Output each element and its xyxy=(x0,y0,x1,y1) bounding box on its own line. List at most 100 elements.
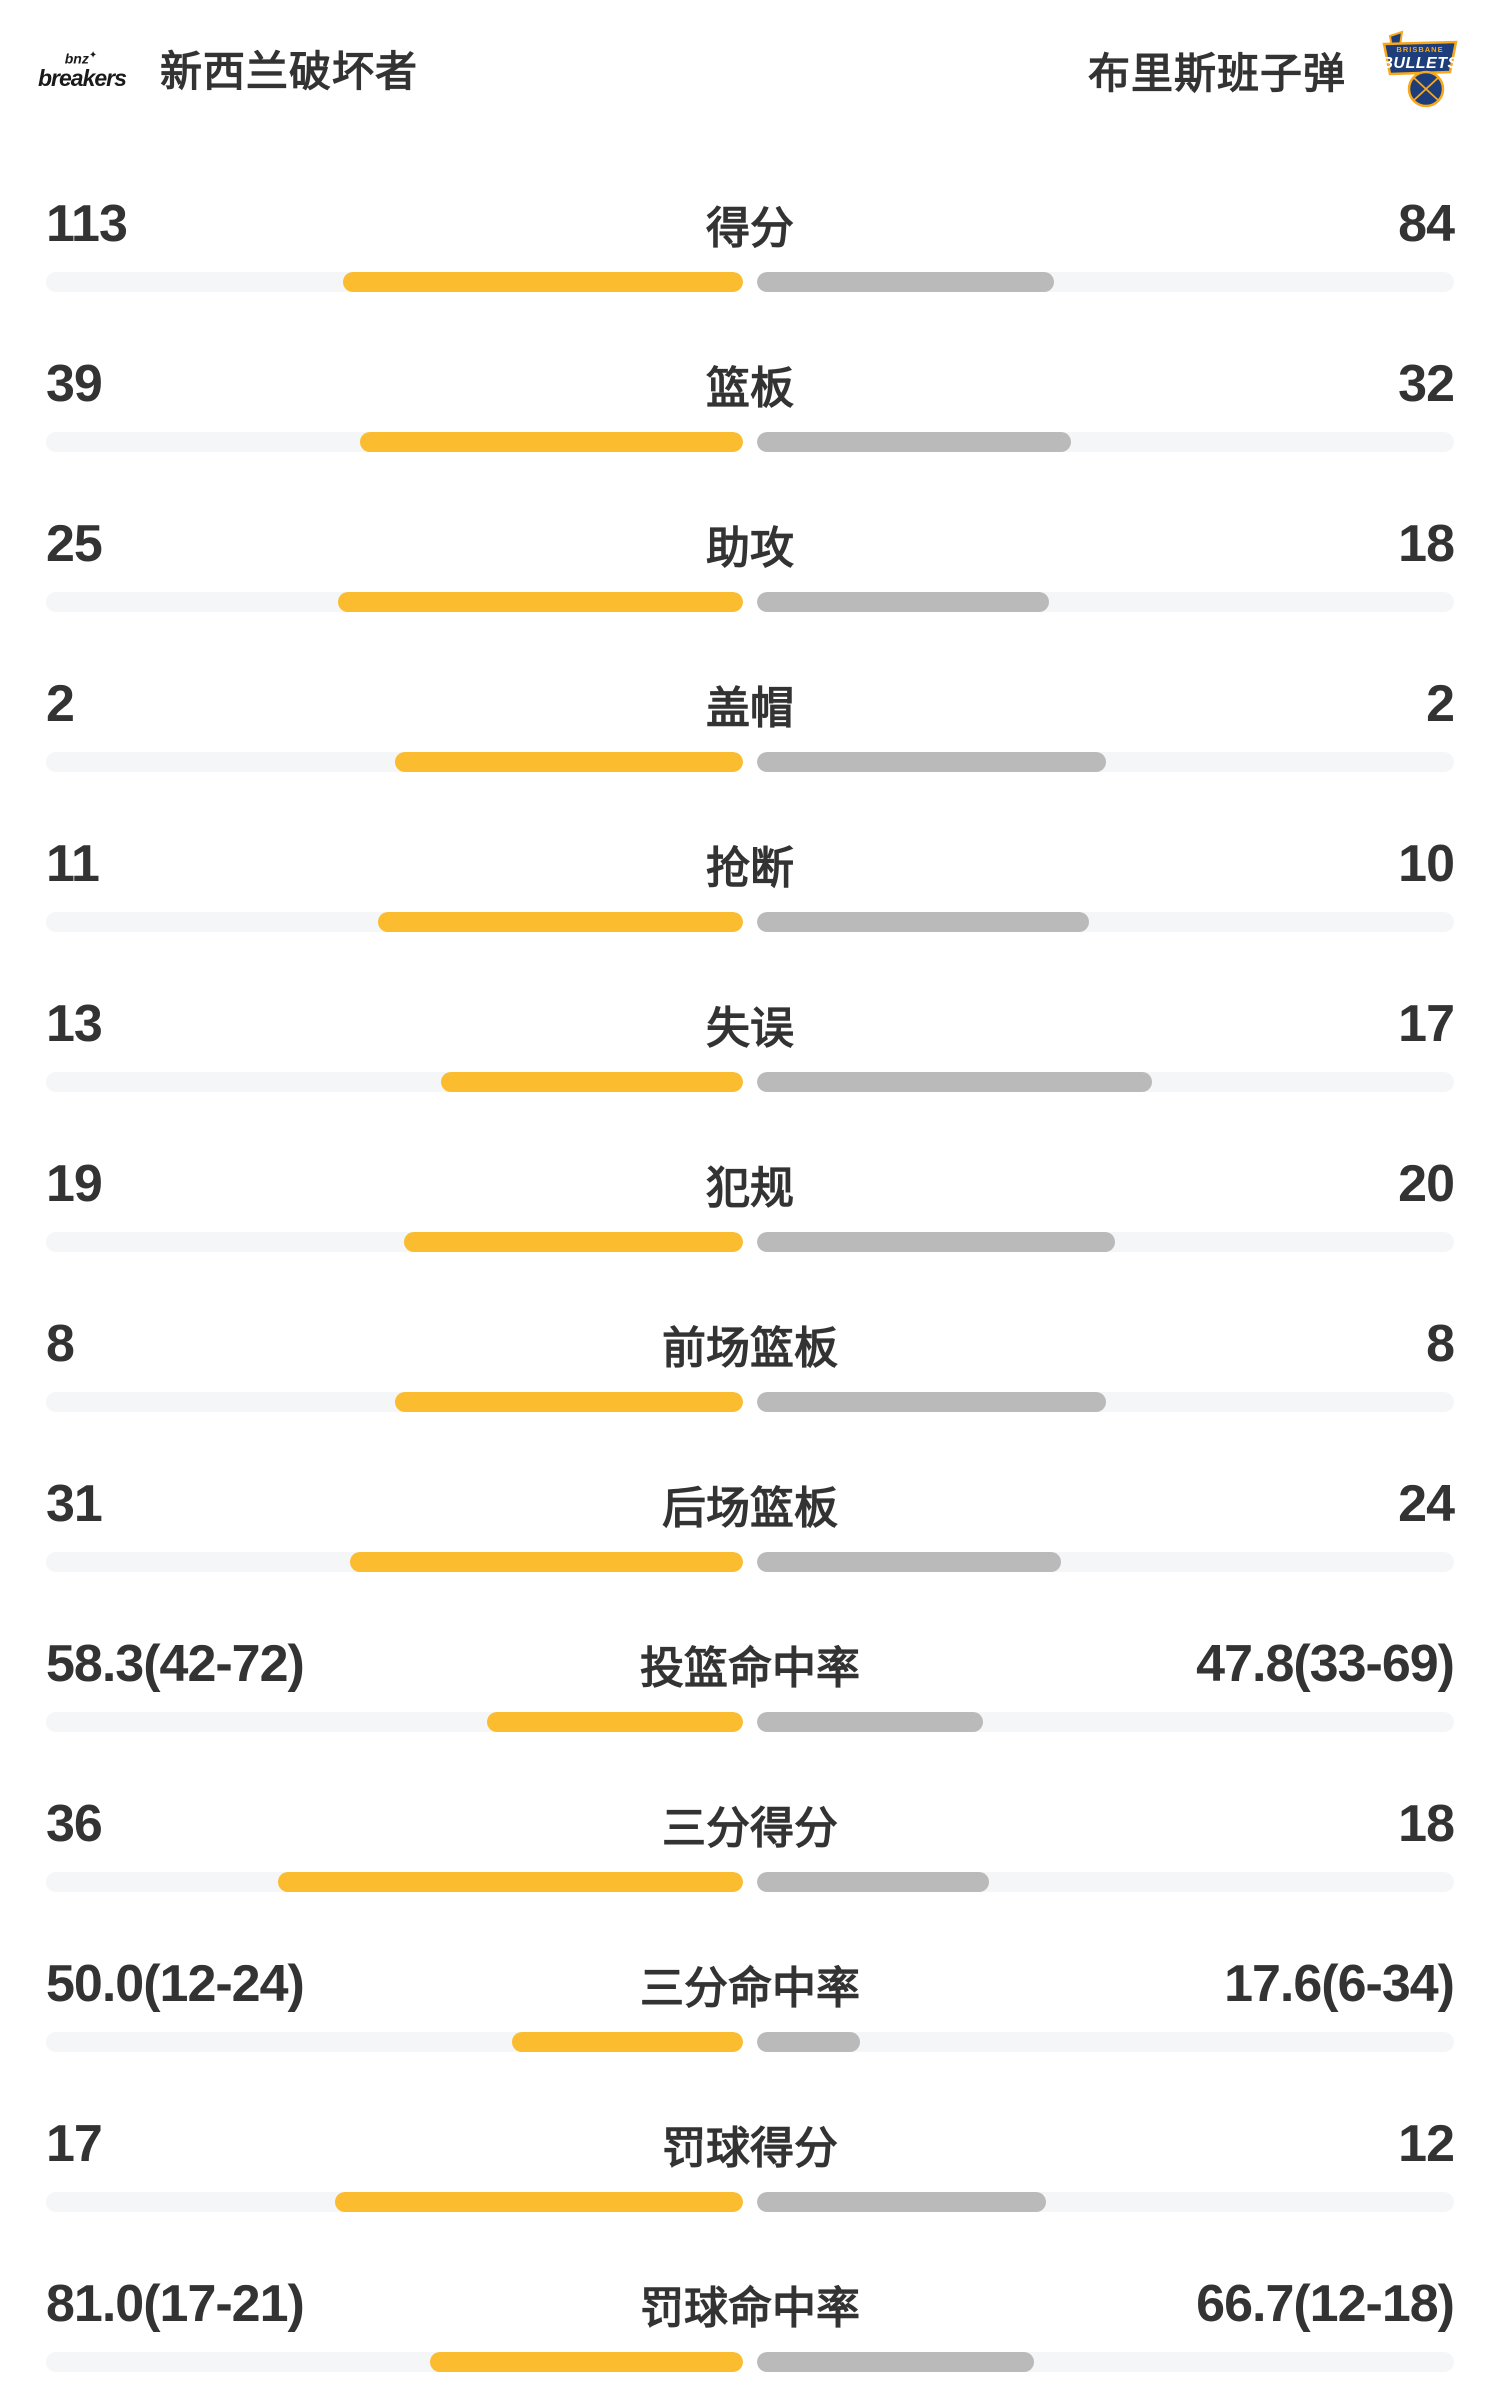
away-bar-fill xyxy=(757,1072,1153,1092)
stat-bars xyxy=(46,2192,1454,2212)
stat-values-line: 17 罚球得分 12 xyxy=(46,2096,1455,2192)
home-bar-fill xyxy=(342,272,743,292)
home-bar-fill xyxy=(377,912,743,932)
home-value: 19 xyxy=(46,1155,103,1213)
home-bar-fill xyxy=(403,1232,743,1252)
away-value: 66.7(12-18) xyxy=(1196,2275,1455,2333)
stat-label: 篮板 xyxy=(706,364,794,413)
stat-label: 投篮命中率 xyxy=(640,1644,860,1693)
stat-values-line: 11 抢断 10 xyxy=(46,816,1455,912)
breakers-logo-text: breakers xyxy=(38,64,127,91)
stat-values-line: 25 助攻 18 xyxy=(46,496,1455,592)
home-value: 81.0(17-21) xyxy=(46,2275,305,2333)
sparkle-icon: ✦ xyxy=(88,50,98,62)
away-bar-fill xyxy=(757,2032,861,2052)
home-bar-track xyxy=(46,432,743,452)
away-value: 18 xyxy=(1398,1795,1455,1853)
stat-values-line: 31 后场篮板 24 xyxy=(46,1456,1455,1552)
stat-label: 三分命中率 xyxy=(640,1964,860,2013)
stat-bars xyxy=(46,432,1454,452)
stat-bars xyxy=(46,592,1454,612)
away-bar-fill xyxy=(757,432,1072,452)
stat-label: 抢断 xyxy=(706,844,794,893)
stat-values-line: 36 三分得分 18 xyxy=(46,1776,1455,1872)
away-team-header[interactable]: 布里斯班子弹 BRISBANE BULLETS xyxy=(1088,30,1460,110)
away-bar-track xyxy=(757,912,1454,932)
away-bar-track xyxy=(757,1392,1454,1412)
stat-row: 17 罚球得分 12 xyxy=(0,2082,1500,2242)
stat-row: 31 后场篮板 24 xyxy=(0,1442,1500,1602)
stat-values-line: 2 盖帽 2 xyxy=(46,656,1455,752)
stat-label: 得分 xyxy=(706,204,794,253)
breakers-logo-icon: bnz✦ breakers xyxy=(38,50,127,91)
home-bar-fill xyxy=(512,2032,743,2052)
stat-label: 盖帽 xyxy=(706,684,794,733)
stat-row: 81.0(17-21) 罚球命中率 66.7(12-18) xyxy=(0,2242,1500,2400)
stat-label: 失误 xyxy=(706,1004,794,1053)
stat-row: 11 抢断 10 xyxy=(0,802,1500,962)
stat-label: 犯规 xyxy=(706,1164,794,1213)
home-bar-track xyxy=(46,592,743,612)
away-value: 24 xyxy=(1398,1475,1455,1533)
away-bar-fill xyxy=(757,592,1050,612)
stats-list: 113 得分 84 39 篮板 32 25 助攻 xyxy=(0,162,1500,2400)
home-bar-track xyxy=(46,2192,743,2212)
home-bar-fill xyxy=(441,1072,743,1092)
home-bar-fill xyxy=(334,2192,743,2212)
stat-row: 25 助攻 18 xyxy=(0,482,1500,642)
stat-label: 罚球得分 xyxy=(662,2124,838,2173)
stat-label: 后场篮板 xyxy=(662,1484,838,1533)
stat-row: 50.0(12-24) 三分命中率 17.6(6-34) xyxy=(0,1922,1500,2082)
stat-bars xyxy=(46,1872,1454,1892)
home-team-header[interactable]: bnz✦ breakers 新西兰破坏者 xyxy=(38,38,418,99)
stat-bars xyxy=(46,1232,1454,1252)
away-value: 2 xyxy=(1426,675,1455,733)
away-bar-fill xyxy=(757,2352,1034,2372)
stat-bars xyxy=(46,1552,1454,1572)
home-bar-fill xyxy=(338,592,743,612)
home-value: 13 xyxy=(46,995,103,1053)
home-bar-track xyxy=(46,1552,743,1572)
away-bar-track xyxy=(757,2032,1454,2052)
home-bar-fill xyxy=(360,432,743,452)
stat-bars xyxy=(46,912,1454,932)
stat-row: 19 犯规 20 xyxy=(0,1122,1500,1282)
breakers-logo-bnz: bnz xyxy=(64,50,89,67)
bullets-logo-icon: BRISBANE BULLETS xyxy=(1381,30,1458,108)
home-value: 39 xyxy=(46,355,103,413)
home-bar-track xyxy=(46,2352,743,2372)
stat-values-line: 13 失误 17 xyxy=(46,976,1455,1072)
home-value: 31 xyxy=(46,1475,103,1533)
away-value: 8 xyxy=(1426,1315,1455,1373)
away-bar-track xyxy=(757,272,1454,292)
away-bar-track xyxy=(757,2192,1454,2212)
away-bar-fill xyxy=(757,1552,1061,1572)
stat-row: 13 失误 17 xyxy=(0,962,1500,1122)
away-bar-track xyxy=(757,432,1454,452)
home-bar-fill xyxy=(394,1392,743,1412)
home-bar-fill xyxy=(430,2352,743,2372)
stat-bars xyxy=(46,1072,1454,1092)
home-value: 8 xyxy=(46,1315,75,1373)
away-value: 17 xyxy=(1398,995,1455,1053)
away-bar-fill xyxy=(757,1872,990,1892)
away-bar-fill xyxy=(757,1392,1106,1412)
away-value: 84 xyxy=(1398,195,1455,253)
stat-row: 2 盖帽 2 xyxy=(0,642,1500,802)
stat-bars xyxy=(46,272,1454,292)
stat-row: 39 篮板 32 xyxy=(0,322,1500,482)
stat-label: 助攻 xyxy=(706,524,794,573)
stat-values-line: 58.3(42-72) 投篮命中率 47.8(33-69) xyxy=(46,1616,1455,1712)
away-bar-fill xyxy=(757,752,1106,772)
home-bar-track xyxy=(46,2032,743,2052)
away-bar-track xyxy=(757,592,1454,612)
home-value: 50.0(12-24) xyxy=(46,1955,305,2013)
stat-values-line: 50.0(12-24) 三分命中率 17.6(6-34) xyxy=(46,1936,1455,2032)
home-team-name: 新西兰破坏者 xyxy=(160,48,419,95)
stat-bars xyxy=(46,1712,1454,1732)
stat-values-line: 113 得分 84 xyxy=(46,176,1455,272)
home-value: 113 xyxy=(46,195,128,253)
home-bar-track xyxy=(46,912,743,932)
away-bar-fill xyxy=(757,2192,1046,2212)
